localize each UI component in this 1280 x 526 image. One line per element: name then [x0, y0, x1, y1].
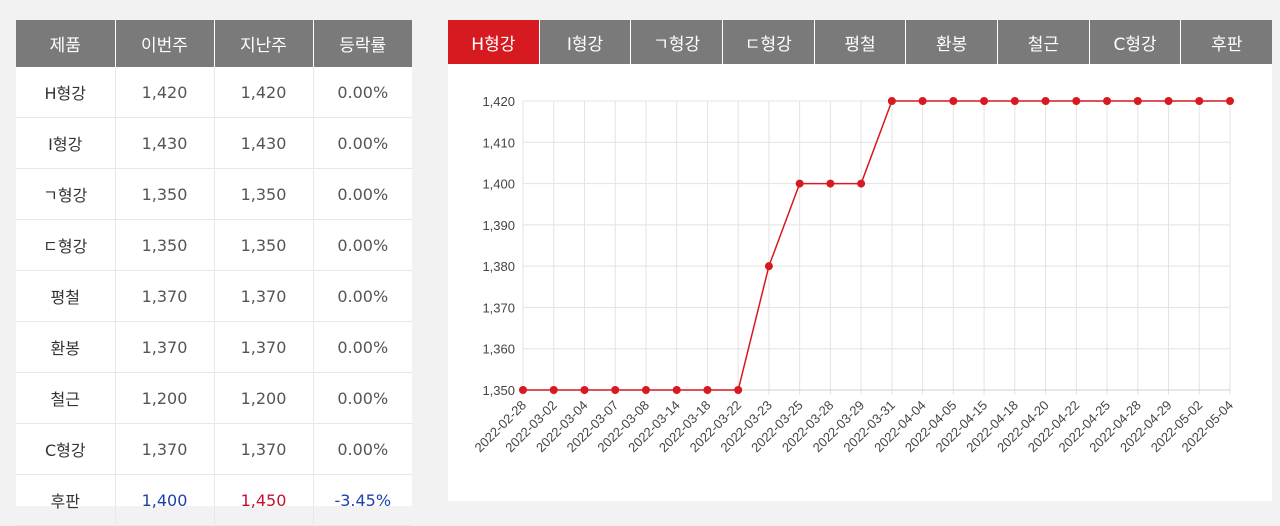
- cell-this-week: 1,370: [115, 423, 215, 475]
- table-row: 철근 1,200 1,200 0.00%: [16, 372, 412, 424]
- product-tabs: H형강 I형강 ㄱ형강 ㄷ형강 평철 환봉 철근 C형강 후판: [448, 20, 1273, 64]
- cell-product: 환봉: [16, 321, 116, 373]
- data-point: [703, 386, 712, 394]
- cell-last-week: 1,370: [214, 423, 314, 475]
- cell-change: 0.00%: [313, 321, 412, 373]
- cell-last-week: 1,420: [214, 67, 314, 118]
- tab-rebar[interactable]: 철근: [998, 20, 1090, 64]
- data-point: [1041, 97, 1050, 105]
- cell-change: 0.00%: [313, 423, 412, 475]
- data-point: [887, 97, 896, 105]
- cell-change: 0.00%: [313, 372, 412, 424]
- cell-last-week: 1,370: [214, 321, 314, 373]
- table-row: ㄷ형강 1,350 1,350 0.00%: [16, 219, 412, 271]
- cell-this-week: 1,350: [115, 219, 215, 271]
- table-row: I형강 1,430 1,430 0.00%: [16, 117, 412, 169]
- data-point: [580, 386, 589, 394]
- series-line: [523, 100, 1230, 391]
- data-point: [949, 97, 958, 105]
- chart-panel: H형강 I형강 ㄱ형강 ㄷ형강 평철 환봉 철근 C형강 후판 1,350 1,3…: [448, 20, 1273, 501]
- header-last-week: 지난주: [214, 20, 314, 67]
- cell-this-week: 1,370: [115, 321, 215, 373]
- y-tick-label: 1,410: [482, 135, 515, 150]
- table-row: C형강 1,370 1,370 0.00%: [16, 423, 412, 475]
- data-point: [1072, 97, 1081, 105]
- y-tick-label: 1,420: [482, 94, 515, 109]
- cell-product: 평철: [16, 270, 116, 322]
- y-tick-label: 1,350: [482, 383, 515, 398]
- data-point: [641, 386, 650, 394]
- cell-last-week: 1,200: [214, 372, 314, 424]
- cell-this-week: 1,200: [115, 372, 215, 424]
- cell-change: 0.00%: [313, 117, 412, 169]
- data-point: [918, 97, 927, 105]
- data-point: [826, 179, 835, 188]
- cell-last-week: 1,430: [214, 117, 314, 169]
- header-product: 제품: [16, 20, 116, 67]
- data-point: [764, 262, 773, 271]
- data-point: [734, 386, 743, 394]
- data-point: [549, 386, 558, 394]
- data-point: [857, 179, 866, 188]
- cell-product: ㄷ형강: [16, 219, 116, 271]
- data-point: [1164, 97, 1173, 105]
- table-row: H형강 1,420 1,420 0.00%: [16, 67, 412, 118]
- tab-c-channel[interactable]: C형강: [1089, 20, 1182, 64]
- cell-this-week: 1,350: [115, 168, 215, 220]
- cell-this-week: 1,430: [115, 117, 215, 169]
- data-point: [1195, 97, 1204, 105]
- cell-change: 0.00%: [313, 168, 412, 220]
- cell-product: ㄱ형강: [16, 168, 116, 220]
- tab-i-beam[interactable]: I형강: [539, 20, 632, 64]
- tab-channel[interactable]: ㄷ형강: [723, 20, 815, 64]
- cell-product: H형강: [16, 67, 116, 118]
- y-tick-label: 1,400: [482, 177, 515, 192]
- y-tick-label: 1,360: [482, 342, 515, 357]
- price-table: 제품 이번주 지난주 등락률 H형강 1,420 1,420 0.00% I형강…: [16, 20, 412, 526]
- cell-product: C형강: [16, 423, 116, 475]
- tab-round-bar[interactable]: 환봉: [906, 20, 999, 64]
- cell-this-week: 1,370: [115, 270, 215, 322]
- y-tick-label: 1,390: [482, 218, 515, 233]
- cell-last-week: 1,370: [214, 270, 314, 322]
- table-row: ㄱ형강 1,350 1,350 0.00%: [16, 168, 412, 220]
- price-line-chart: 1,350 1,360 1,370 1,380 1,390 1,400 1,410 1,420…: [471, 94, 1236, 455]
- cell-this-week: 1,420: [115, 67, 215, 118]
- cell-change: 0.00%: [313, 219, 412, 271]
- cell-product: I형강: [16, 117, 116, 169]
- cell-product: 후판: [16, 474, 116, 526]
- tab-angle[interactable]: ㄱ형강: [631, 20, 724, 64]
- data-point: [1226, 97, 1234, 105]
- cell-change: -3.45%: [313, 474, 412, 526]
- cell-this-week: 1,400: [115, 474, 215, 526]
- cell-last-week: 1,350: [214, 219, 314, 271]
- data-point: [980, 97, 989, 105]
- price-table-panel: 제품 이번주 지난주 등락률 H형강 1,420 1,420 0.00% I형강…: [16, 20, 412, 526]
- table-row: 환봉 1,370 1,370 0.00%: [16, 321, 412, 373]
- data-point: [611, 386, 620, 394]
- data-point: [1103, 97, 1112, 105]
- header-this-week: 이번주: [115, 20, 215, 67]
- data-point: [795, 179, 804, 188]
- table-header-row: 제품 이번주 지난주 등락률: [16, 20, 412, 67]
- data-point: [1010, 97, 1019, 105]
- data-point: [1133, 97, 1142, 105]
- data-point: [672, 386, 681, 394]
- y-tick-label: 1,370: [482, 300, 515, 315]
- cell-product: 철근: [16, 372, 116, 424]
- tab-plate[interactable]: 후판: [1181, 20, 1273, 64]
- cell-change: 0.00%: [313, 67, 412, 118]
- table-row: 평철 1,370 1,370 0.00%: [16, 270, 412, 322]
- tab-flat-bar[interactable]: 평철: [814, 20, 907, 64]
- tab-h-beam[interactable]: H형강: [448, 20, 540, 64]
- y-tick-label: 1,380: [482, 259, 515, 274]
- data-point: [519, 386, 527, 394]
- header-change: 등락률: [313, 20, 412, 67]
- cell-change: 0.00%: [313, 270, 412, 322]
- cell-last-week: 1,350: [214, 168, 314, 220]
